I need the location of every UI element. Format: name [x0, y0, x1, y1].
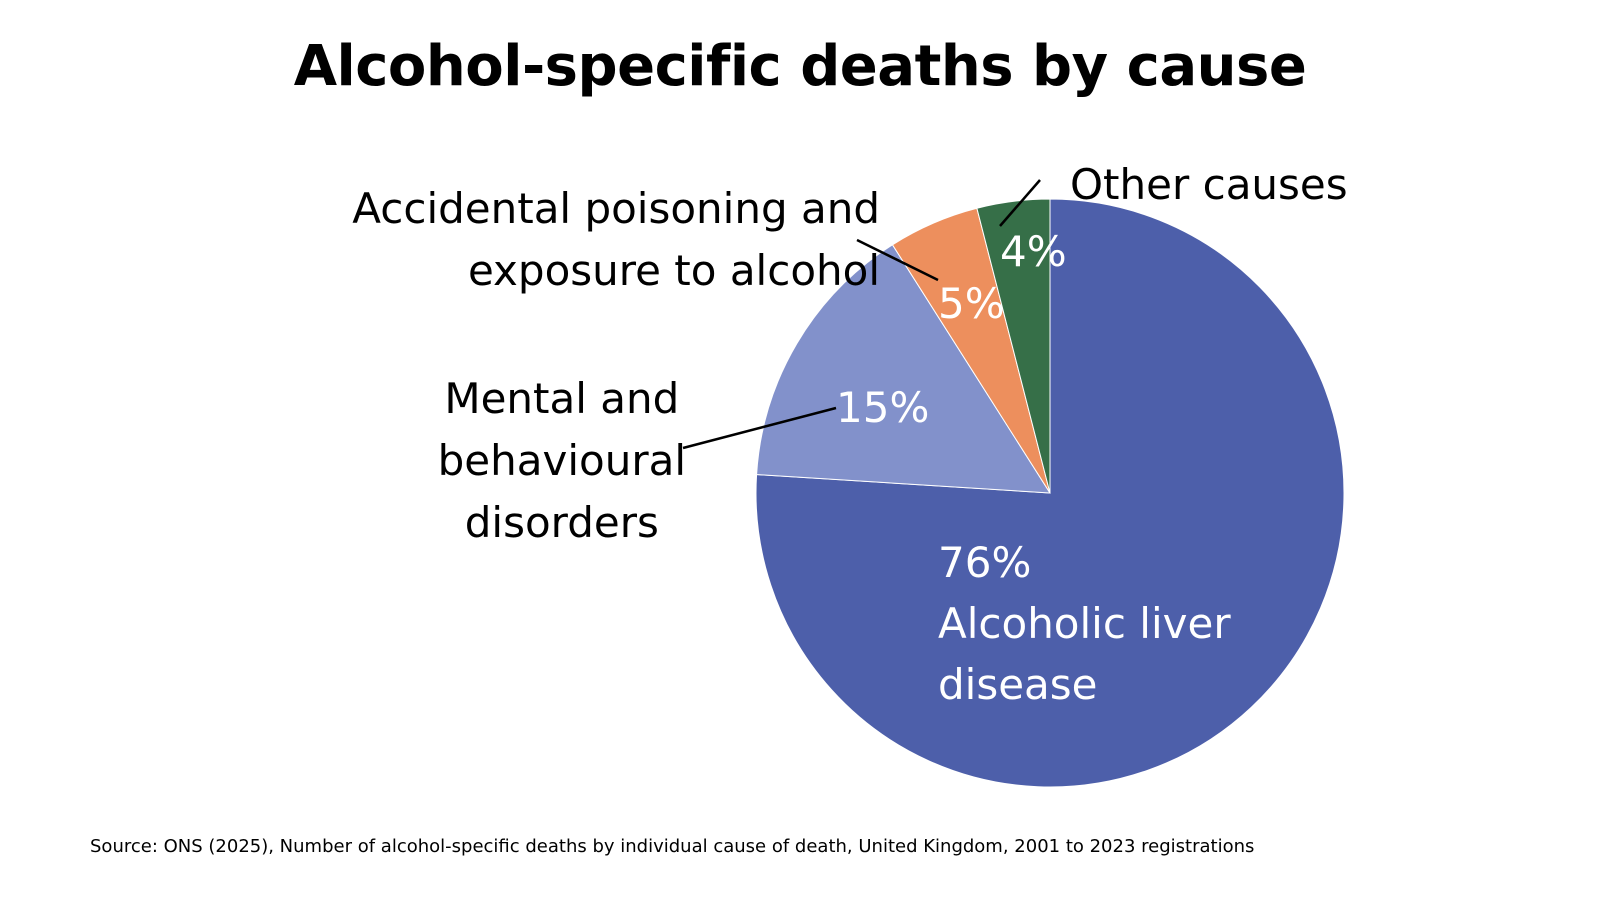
pie-slice-other-causes — [976, 198, 1051, 494]
data-label-liver-pct: 76% — [938, 538, 1031, 587]
data-label-liver-name-2: disease — [938, 660, 1098, 709]
leader-line-accidental — [856, 238, 939, 282]
category-label-accidental-line1: Accidental poisoning and — [352, 184, 880, 233]
leader-line-other — [999, 179, 1041, 227]
pie-slice-mental-and-behavioural-disorders — [756, 244, 1051, 494]
category-label-accidental-line2: exposure to alcohol — [467, 246, 880, 295]
data-label-mental-pct: 15% — [836, 383, 929, 432]
category-label-mental-line2: behavioural — [437, 436, 686, 485]
pie-slice-alcoholic-liver-disease — [755, 198, 1345, 788]
pie-slices — [755, 198, 1345, 788]
category-label-mental: Mental and behavioural disorders — [438, 368, 686, 554]
category-label-mental-line1: Mental and — [444, 374, 680, 423]
category-label-mental-line3: disorders — [464, 498, 659, 547]
data-label-accidental-pct: 5% — [938, 279, 1005, 328]
data-label-liver-name-1: Alcoholic liver — [938, 599, 1231, 648]
category-label-other: Other causes — [1070, 160, 1348, 209]
data-label-other-pct: 4% — [1000, 227, 1067, 276]
leader-line-mental — [682, 406, 837, 450]
chart-title: Alcohol-specific deaths by cause — [293, 34, 1307, 99]
source-note: Source: ONS (2025), Number of alcohol-sp… — [90, 836, 1255, 857]
category-label-accidental: Accidental poisoning and exposure to alc… — [352, 178, 880, 302]
